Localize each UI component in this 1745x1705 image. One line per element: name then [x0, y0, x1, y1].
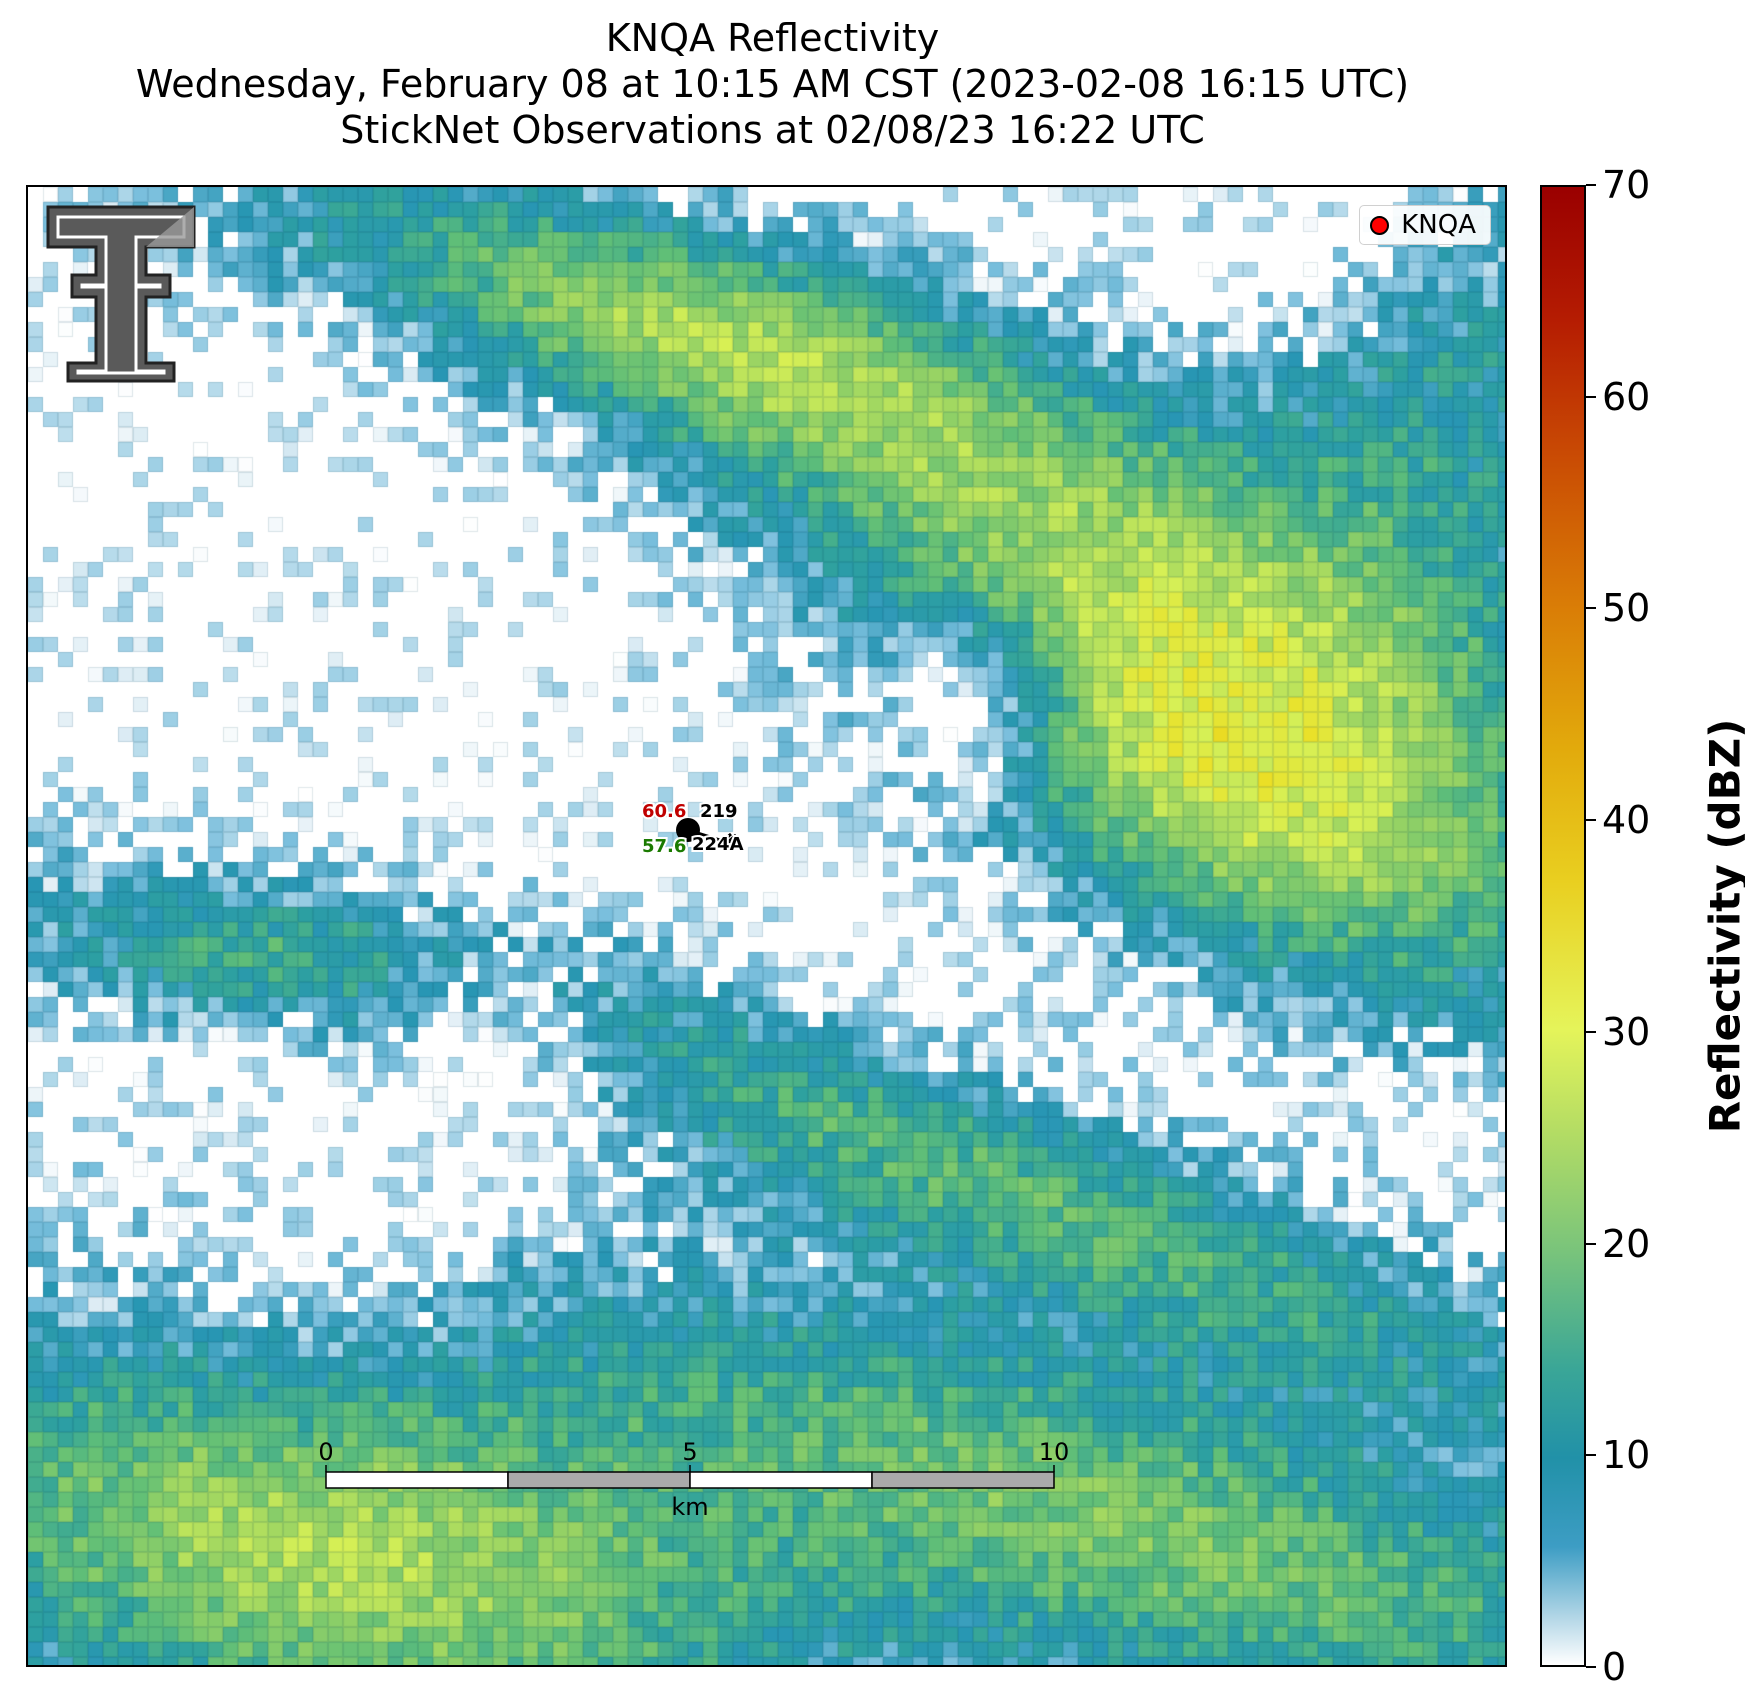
colorbar-tick-label: 70: [1602, 163, 1651, 207]
colorbar-tick-label: 50: [1602, 586, 1651, 631]
scale-label-10: 10: [1039, 1438, 1070, 1466]
reflectivity-field: [28, 187, 1505, 1665]
wind-barb-flag-2: [722, 832, 732, 843]
colorbar-tick: [1586, 819, 1596, 822]
colorbar-tick: [1586, 1030, 1596, 1033]
colorbar-tick-label: 0: [1602, 1645, 1627, 1689]
texas-tech-logo: [46, 205, 196, 383]
legend-label: KNQA: [1401, 210, 1476, 240]
title-line-1: KNQA Reflectivity: [605, 16, 940, 60]
scale-bar: 0 5 10 km: [318, 1438, 1069, 1521]
colorbar-tick: [1586, 184, 1596, 186]
title-line-3: StickNet Observations at 02/08/23 16:22 …: [340, 108, 1205, 152]
station-dewpoint: 57.6: [642, 836, 686, 857]
station-id: 224A: [692, 834, 744, 855]
station-marker: [676, 818, 700, 842]
colorbar-tick-label: 30: [1602, 1009, 1651, 1054]
radar-map[interactable]: 60.6 219 57.6 224A 0 5 10 km KNQA: [26, 185, 1507, 1667]
colorbar-tick-label: 20: [1602, 1221, 1651, 1266]
wind-barb-flag: [727, 833, 737, 844]
station-temperature: 60.6: [642, 801, 686, 822]
colorbar-tick-label: 10: [1602, 1433, 1651, 1478]
scale-label-0: 0: [318, 1438, 333, 1466]
colorbar-tick-label: 40: [1602, 798, 1651, 843]
sticknet-station-plot[interactable]: 60.6 219 57.6 224A: [640, 799, 746, 859]
map-legend: KNQA: [1359, 205, 1491, 245]
colorbar-tick: [1586, 1242, 1596, 1245]
colorbar-tick-label: 60: [1602, 374, 1651, 419]
scale-unit: km: [671, 1493, 708, 1521]
colorbar-title: Reflectivity (dBZ): [1700, 718, 1745, 1134]
colorbar-tick: [1586, 607, 1596, 610]
colorbar-tick: [1586, 1666, 1596, 1668]
station-pressure: 219: [700, 801, 738, 822]
colorbar-tick: [1586, 1454, 1596, 1457]
map-overlay: 60.6 219 57.6 224A 0 5 10 km: [46, 205, 1069, 1521]
scale-label-5: 5: [682, 1438, 697, 1466]
colorbar-tick: [1586, 395, 1596, 398]
reflectivity-colorbar: [1540, 185, 1586, 1667]
radar-site-marker-icon: [1370, 215, 1390, 235]
title-line-2: Wednesday, February 08 at 10:15 AM CST (…: [135, 62, 1410, 106]
